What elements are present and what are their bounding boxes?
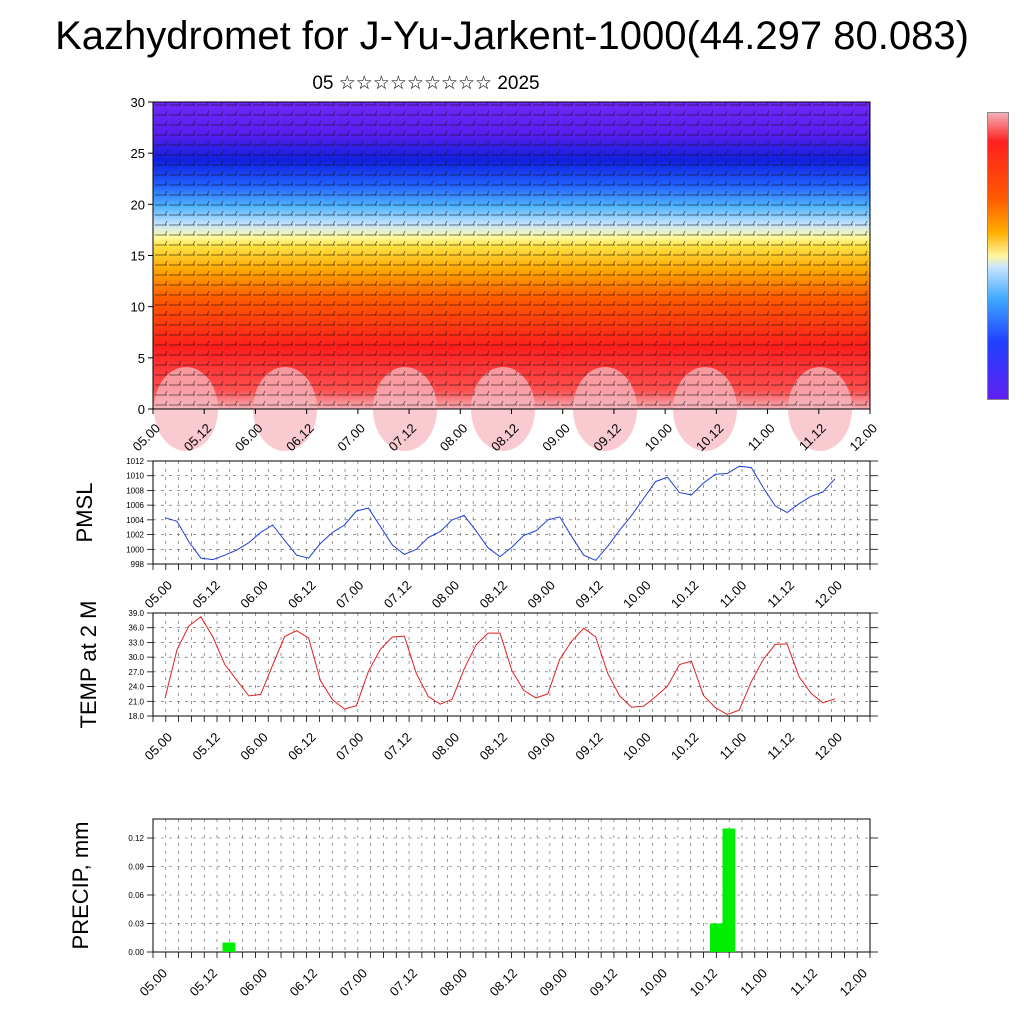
pmsl-xtick-label: 11.00 bbox=[716, 578, 749, 611]
precip-xtick-label: 06.00 bbox=[237, 966, 271, 1000]
temp-ytick-label: 39.0 bbox=[128, 609, 144, 618]
pmsl-ytick-label: 1006 bbox=[126, 501, 144, 510]
temp-ylabel: TEMP at 2 M bbox=[76, 601, 101, 729]
precip-bar bbox=[222, 942, 236, 952]
pmsl-xtick-label: 12.00 bbox=[812, 578, 846, 612]
precip-xtick-label: 10.12 bbox=[687, 966, 721, 1000]
precip-ytick-label: 0.06 bbox=[128, 891, 144, 900]
precip-ytick-label: 0.09 bbox=[128, 863, 144, 872]
heatmap-xtick-label: 09.00 bbox=[539, 421, 573, 455]
pmsl-xtick-label: 09.12 bbox=[572, 578, 606, 612]
pmsl-xtick-label: 08.00 bbox=[429, 578, 463, 612]
precip-xtick-label: 11.00 bbox=[737, 966, 770, 999]
temp-xtick-label: 06.00 bbox=[237, 730, 271, 764]
pmsl-ytick-label: 1002 bbox=[126, 531, 144, 540]
pmsl-ytick-label: 1004 bbox=[126, 516, 144, 525]
colorbar-legend bbox=[987, 112, 1009, 400]
pmsl-xtick-label: 11.12 bbox=[764, 578, 797, 611]
heatmap-ytick-label: 30 bbox=[131, 95, 145, 110]
temp-xtick-label: 05.12 bbox=[189, 730, 223, 764]
precip-bar bbox=[722, 828, 736, 952]
temp-ytick-label: 21.0 bbox=[128, 697, 144, 706]
pmsl-ytick-label: 1000 bbox=[126, 545, 144, 554]
temp-frame bbox=[152, 612, 871, 717]
pmsl-xtick-label: 06.12 bbox=[285, 578, 319, 612]
pmsl-chart: 998 1000 1002 1004 1006 1008 1010 1012 PMSL 05.00… bbox=[72, 457, 878, 611]
heatmap-xtick-label: 10.00 bbox=[642, 421, 676, 455]
temp-xtick-label: 09.12 bbox=[572, 730, 606, 764]
temp-xtick-label: 06.12 bbox=[285, 730, 319, 764]
temp-xtick-label: 07.12 bbox=[381, 730, 415, 764]
precip-bar bbox=[710, 923, 723, 952]
temp-xtick-label: 12.00 bbox=[812, 730, 846, 764]
precip-xtick-label: 05.00 bbox=[137, 966, 171, 1000]
precip-ytick-label: 0.12 bbox=[128, 834, 144, 843]
pmsl-ytick-label: 1012 bbox=[126, 457, 144, 466]
precip-xtick-label: 05.12 bbox=[187, 966, 221, 1000]
precip-xtick-label: 12.00 bbox=[837, 966, 871, 1000]
temp-ytick-label: 30.0 bbox=[128, 653, 144, 662]
heatmap-ytick-label: 20 bbox=[131, 197, 145, 212]
pmsl-ytick-label: 1010 bbox=[126, 472, 144, 481]
pmsl-xtick-label: 10.12 bbox=[668, 578, 702, 612]
precip-xtick-label: 07.00 bbox=[337, 966, 371, 1000]
heatmap-ytick-label: 25 bbox=[131, 146, 145, 161]
precip-ytick-label: 0.03 bbox=[128, 920, 144, 929]
page-subtitle: 05 ☆☆☆☆☆☆☆☆☆ 2025 bbox=[312, 73, 540, 94]
precip-ytick-label: 0.00 bbox=[128, 948, 144, 957]
precip-xtick-label: 08.12 bbox=[487, 966, 521, 1000]
temp-xtick-label: 11.00 bbox=[716, 730, 749, 763]
pmsl-xtick-label: 08.12 bbox=[477, 578, 511, 612]
pmsl-xtick-label: 09.00 bbox=[524, 578, 558, 612]
heatmap-xtick-label: 08.00 bbox=[437, 421, 471, 455]
precip-xtick-label: 11.12 bbox=[787, 966, 820, 999]
temp-xtick-label: 10.12 bbox=[668, 730, 702, 764]
temp-xtick-label: 10.00 bbox=[620, 730, 654, 764]
precip-xtick-label: 06.12 bbox=[287, 966, 321, 1000]
temp-ytick-label: 24.0 bbox=[128, 683, 144, 692]
pmsl-ytick-label: 1008 bbox=[126, 486, 144, 495]
temp-xtick-label: 08.12 bbox=[477, 730, 511, 764]
heatmap-xtick-label: 11.00 bbox=[745, 421, 778, 454]
temp-xtick-label: 05.00 bbox=[142, 730, 176, 764]
heatmap-xtick-label: 07.00 bbox=[334, 421, 368, 455]
heatmap-ytick-label: 10 bbox=[131, 300, 145, 315]
temp-ytick-label: 33.0 bbox=[128, 638, 144, 647]
pmsl-ytick-label: 998 bbox=[131, 560, 145, 569]
temp-series-line bbox=[164, 616, 836, 716]
precip-xtick-label: 08.00 bbox=[437, 966, 471, 1000]
heatmap-ytick-label: 0 bbox=[138, 402, 145, 417]
temp-ytick-label: 18.0 bbox=[128, 712, 144, 721]
pmsl-xtick-label: 06.00 bbox=[237, 578, 271, 612]
precip-xtick-label: 09.12 bbox=[587, 966, 621, 1000]
temperature-chart: 18.0 21.0 24.0 27.0 30.0 33.0 36.0 39.0 TEMP at … bbox=[76, 601, 878, 764]
temp-xtick-label: 09.00 bbox=[524, 730, 558, 764]
pmsl-xtick-label: 07.00 bbox=[333, 578, 367, 612]
precip-frame bbox=[152, 818, 871, 953]
temp-ytick-label: 36.0 bbox=[128, 624, 144, 633]
page-title: Kazhydromet for J-Yu-Jarkent-1000(44.297… bbox=[55, 14, 969, 58]
precipitation-chart: 0.00 0.03 0.06 0.09 0.12 PRECIP, mm 05.00 05.12… bbox=[68, 818, 878, 1000]
wind-barbs bbox=[153, 102, 870, 409]
temp-xtick-label: 11.12 bbox=[764, 730, 797, 763]
temp-xtick-label: 08.00 bbox=[429, 730, 463, 764]
temp-xtick-label: 07.00 bbox=[333, 730, 367, 764]
heatmap-xtick-label: 12.00 bbox=[847, 421, 881, 455]
precip-xtick-label: 09.00 bbox=[537, 966, 571, 1000]
temp-ytick-label: 27.0 bbox=[128, 668, 144, 677]
pmsl-ylabel: PMSL bbox=[72, 483, 97, 543]
precip-xtick-label: 10.00 bbox=[637, 966, 671, 1000]
heatmap-ytick-label: 15 bbox=[131, 249, 145, 264]
pmsl-frame bbox=[152, 460, 871, 565]
precip-ylabel: PRECIP, mm bbox=[68, 822, 93, 950]
pmsl-xtick-label: 10.00 bbox=[620, 578, 654, 612]
precip-xtick-label: 07.12 bbox=[387, 966, 421, 1000]
pmsl-xtick-label: 07.12 bbox=[381, 578, 415, 612]
pmsl-series-line bbox=[164, 465, 836, 561]
pmsl-xtick-label: 05.00 bbox=[142, 578, 176, 612]
pmsl-xtick-label: 05.12 bbox=[189, 578, 223, 612]
heatmap-ytick-label: 5 bbox=[138, 351, 145, 366]
